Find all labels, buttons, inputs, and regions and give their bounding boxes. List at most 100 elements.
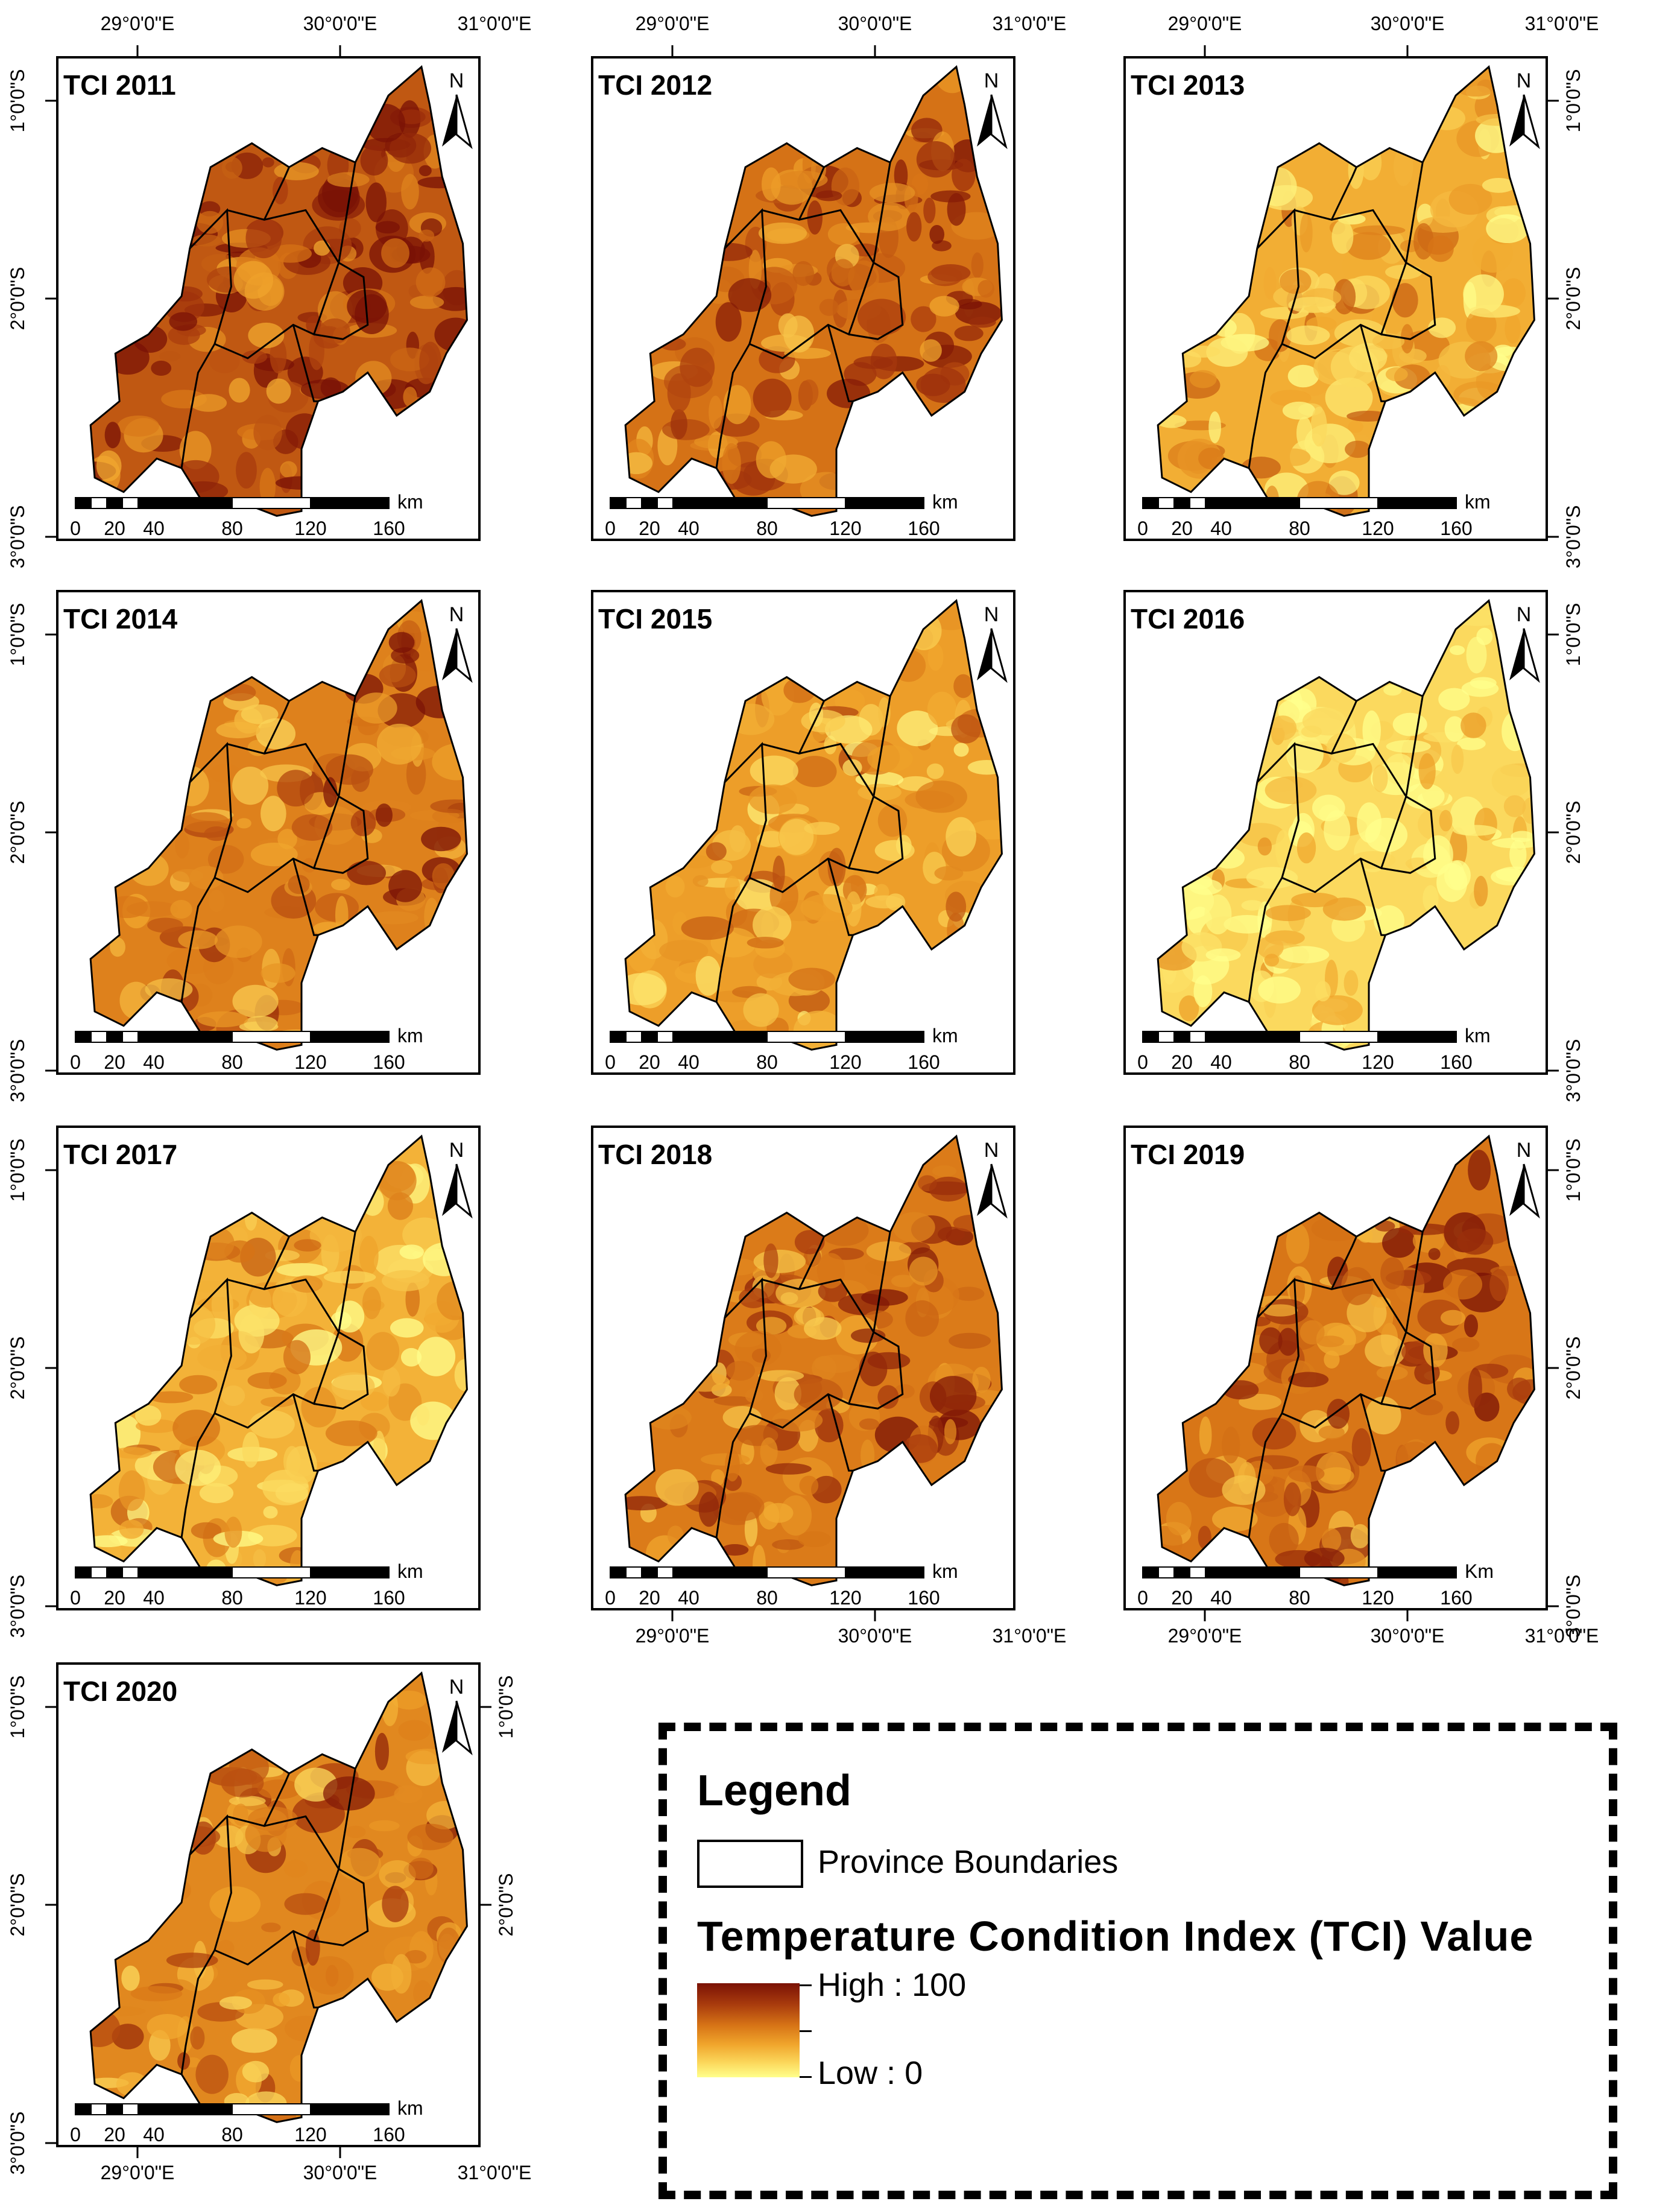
tci-raster-patch — [897, 710, 938, 747]
tci-raster-patch — [379, 663, 416, 688]
tci-raster-patch — [947, 193, 966, 226]
tci-raster-patch — [1374, 905, 1405, 937]
province-boundary — [338, 695, 356, 797]
tci-raster-patch — [895, 835, 912, 856]
tci-raster-patch — [1482, 177, 1515, 193]
tci-raster-patch — [723, 385, 751, 425]
tci-raster-patch — [1318, 1425, 1345, 1440]
tci-raster-patch — [927, 691, 957, 727]
tci-raster-patch — [407, 1823, 453, 1851]
tci-raster-patch — [659, 940, 709, 962]
ramp-high-label: High : 100 — [818, 1967, 967, 2003]
north-arrow-icon — [1509, 95, 1524, 147]
tci-raster-patch — [242, 350, 268, 364]
province-boundary — [827, 858, 853, 936]
scale-bar-segment — [232, 497, 311, 509]
tci-raster-patch — [1428, 317, 1456, 338]
tci-raster-patch — [1310, 407, 1327, 447]
tci-raster-patch — [1384, 753, 1415, 785]
tci-raster-patch — [625, 1496, 668, 1511]
scale-bar-segment — [1377, 1031, 1457, 1043]
latitude-label: 1°0'0"S — [495, 1676, 517, 1739]
tci-raster-patch — [1345, 440, 1371, 458]
tci-raster-pattern — [625, 1165, 1002, 1585]
scale-bar-segment — [1158, 497, 1175, 509]
scale-bar-segment — [75, 1031, 92, 1043]
tci-raster-patch — [190, 394, 227, 412]
north-arrow-icon — [990, 94, 1008, 150]
province-boundary — [1330, 166, 1357, 220]
longitude-label: 29°0'0"E — [636, 13, 710, 34]
tci-raster-patch — [800, 379, 819, 406]
scale-bar-segment — [1299, 1031, 1378, 1043]
tci-raster-pattern — [625, 66, 1002, 508]
tci-raster-patch — [404, 1950, 427, 1964]
tci-raster-patch — [944, 1419, 957, 1445]
tci-raster-patch — [276, 1263, 328, 1277]
tci-raster-patch — [1428, 1248, 1441, 1260]
tci-raster-patch — [845, 891, 862, 927]
tci-raster-patch — [861, 1289, 908, 1306]
longitude-label: 30°0'0"E — [303, 2162, 377, 2183]
tci-raster-patch — [374, 1732, 389, 1770]
tci-raster-patch — [851, 1328, 886, 1343]
scale-bar-segment — [90, 497, 107, 509]
tci-raster-patch — [408, 1857, 434, 1879]
panel-title: TCI 2019 — [1131, 1139, 1245, 1170]
tci-raster-patch — [954, 326, 984, 341]
tci-raster-patch — [1277, 448, 1311, 466]
tci-raster-patch — [877, 804, 908, 837]
north-arrow-icon — [1523, 94, 1540, 150]
map-panel: TCI 2019 N Km 0 20 40 80 120 160 29°0'0"E 30°0'0"E… — [1123, 1126, 1599, 1647]
tci-raster-patch — [1362, 710, 1381, 752]
latitude-label: 3°0'0"S — [7, 1575, 28, 1638]
tci-raster-patch — [1404, 783, 1445, 809]
tci-raster-patch — [257, 1779, 302, 1799]
tci-raster-patch — [288, 875, 310, 894]
province-boundary — [314, 1331, 369, 1410]
tci-raster-patch — [1204, 894, 1232, 935]
tci-raster-patch — [1269, 715, 1297, 741]
province-boundary — [1381, 262, 1436, 340]
scale-tick-label: 160 — [908, 1051, 939, 1073]
tci-raster-patch — [792, 756, 837, 787]
tci-raster-patch — [327, 172, 370, 188]
north-arrow-icon — [442, 95, 456, 147]
longitude-label: 30°0'0"E — [1371, 13, 1445, 34]
tci-raster-patch — [681, 916, 734, 940]
scale-bar-segment — [1142, 1566, 1159, 1578]
panel-title: TCI 2013 — [1131, 69, 1245, 101]
tci-raster-patch — [1392, 283, 1418, 318]
scale-tick-label: 0 — [70, 2124, 81, 2145]
province-boundary — [292, 1394, 318, 1472]
tci-raster-patch — [929, 224, 945, 244]
tci-raster-patch — [294, 1239, 321, 1252]
scale-bar-segment — [1221, 497, 1300, 509]
scale-bar-segment — [1299, 497, 1378, 509]
tci-raster-patch — [698, 1492, 719, 1527]
tci-raster-patch — [325, 754, 373, 785]
scale-tick-label: 80 — [756, 518, 778, 539]
tci-raster-patch — [1365, 1334, 1406, 1367]
tci-raster-patch — [392, 1690, 426, 1710]
province-boundary — [1405, 695, 1424, 797]
tci-raster-patch — [192, 234, 222, 247]
tci-raster-patch — [783, 315, 815, 353]
tci-raster-patch — [199, 1483, 234, 1504]
scale-bar-segment — [672, 497, 689, 509]
province-boundary — [338, 162, 356, 263]
north-label: N — [449, 603, 464, 626]
tci-raster-patch — [772, 1408, 823, 1432]
tci-raster-patch — [208, 890, 225, 913]
tci-raster-patch — [753, 950, 793, 979]
tci-raster-patch — [1451, 744, 1464, 774]
scale-tick-label: 40 — [143, 518, 165, 539]
scale-bar-segment — [657, 1566, 674, 1578]
tci-raster-patch — [909, 1256, 938, 1286]
tci-raster-patch — [232, 767, 269, 805]
province-boundary — [873, 695, 891, 797]
tci-raster-patch — [788, 967, 835, 991]
tci-raster-patch — [926, 763, 944, 779]
scale-bar-segment — [106, 497, 123, 509]
longitude-label: 30°0'0"E — [838, 13, 912, 34]
